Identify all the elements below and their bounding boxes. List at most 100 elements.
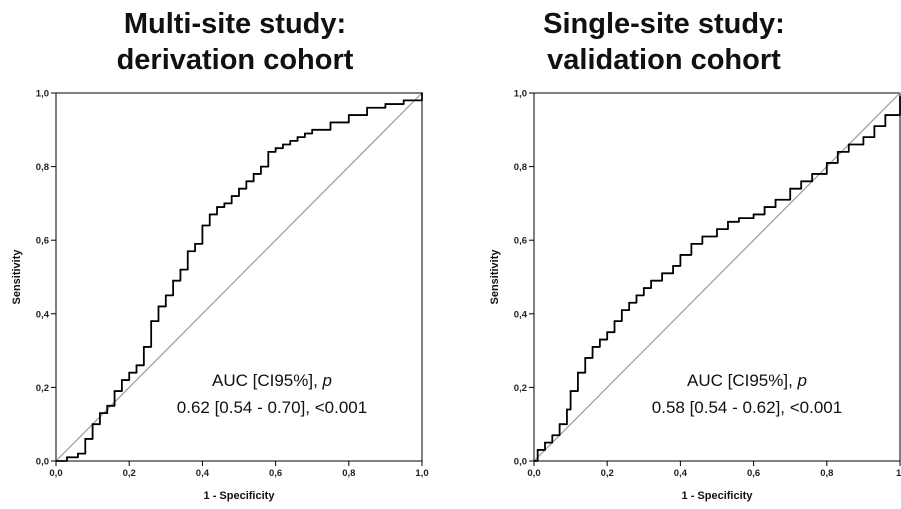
x-tick-label: 0,2: [601, 468, 614, 479]
roc-point: [223, 202, 226, 205]
roc-point: [558, 423, 561, 426]
roc-point: [366, 106, 368, 109]
roc-point: [789, 187, 792, 190]
chart-title-line-1: Single-site study:: [543, 8, 785, 40]
roc-point: [402, 99, 405, 102]
y-axis-label: Sensitivity: [11, 249, 23, 305]
roc-point: [55, 460, 57, 462]
auc-annotation-values: 0.62 [0.54 - 0.70], <0.001: [177, 398, 367, 417]
x-tick-label: 0,6: [747, 468, 760, 479]
y-tick-label: 0,4: [36, 309, 50, 320]
y-tick-label: 0,0: [36, 457, 49, 468]
roc-point: [150, 320, 153, 323]
roc-point: [650, 279, 653, 282]
x-tick-label: 1,0: [415, 468, 428, 479]
roc-point: [774, 198, 777, 201]
reference-line: [55, 92, 423, 462]
roc-point: [727, 220, 729, 223]
roc-point: [763, 206, 766, 208]
roc-point: [836, 150, 839, 153]
x-tick-label: 1,: [896, 468, 901, 479]
roc-point: [873, 125, 876, 128]
roc-point: [274, 147, 277, 150]
roc-point: [252, 173, 255, 175]
roc-point: [566, 408, 568, 411]
roc-point: [260, 165, 262, 168]
roc-point: [135, 364, 138, 367]
roc-point: [128, 371, 131, 374]
roc-point: [216, 206, 218, 208]
y-tick-label: 0,8: [36, 162, 49, 173]
roc-point: [825, 162, 828, 164]
roc-panel-validation: Single-site study: validation cohort 0,0…: [451, 0, 901, 509]
roc-point: [642, 287, 645, 289]
chart-title: Single-site study: validation cohort: [429, 6, 899, 78]
roc-point: [738, 217, 740, 220]
roc-point: [164, 294, 167, 297]
roc-point: [752, 213, 755, 216]
roc-point: [296, 136, 299, 139]
roc-point: [862, 136, 865, 139]
y-tick-label: 0,2: [514, 383, 527, 394]
y-tick-label: 0,6: [514, 236, 527, 247]
roc-point: [347, 114, 350, 116]
roc-panel-derivation: Multi-site study: derivation cohort 0,0 0…: [0, 0, 450, 509]
roc-point: [584, 357, 587, 359]
roc-point: [899, 95, 901, 98]
y-axis-label: Sensitivity: [489, 249, 501, 305]
roc-point: [628, 301, 631, 304]
roc-point: [120, 379, 123, 381]
roc-point: [716, 228, 718, 231]
x-tick-label: 0,2: [123, 468, 136, 479]
roc-chart-validation: 0,0 0,2 0,4 0,6 0,8 1, 0,0 0,2 0,4 0,6 0,8 1,0 1 - S…: [489, 89, 901, 503]
roc-point: [186, 250, 189, 253]
reference-line: [533, 92, 901, 462]
roc-point: [800, 180, 803, 183]
chart-title-line-2: derivation cohort: [116, 44, 354, 76]
roc-point: [91, 423, 94, 426]
roc-point: [421, 92, 423, 94]
roc-point: [620, 309, 623, 312]
roc-point: [289, 139, 292, 142]
x-tick-label: 0,8: [820, 468, 833, 479]
y-tick-label: 1,0: [36, 89, 49, 100]
chart-title-line-1: Multi-site study:: [123, 8, 347, 40]
p-symbol: p: [322, 371, 332, 390]
roc-point: [172, 279, 175, 282]
chart-title-line-2: validation cohort: [547, 44, 781, 76]
roc-point: [635, 294, 638, 297]
roc-point: [194, 242, 196, 245]
roc-point: [208, 213, 211, 216]
y-tick-label: 0,2: [36, 383, 49, 394]
roc-point: [577, 371, 579, 374]
roc-chart-derivation: 0,0 0,2 0,4 0,6 0,8 1,0 0,0 0,2 0,4 0,6 0,8 1,0 1 - …: [11, 89, 429, 503]
x-tick-label: 0,0: [527, 468, 540, 479]
roc-point: [99, 412, 101, 415]
roc-point: [384, 103, 387, 105]
roc-point: [690, 242, 693, 245]
roc-point: [311, 128, 314, 131]
y-tick-label: 0,6: [36, 236, 49, 247]
roc-point: [536, 449, 539, 451]
x-tick-label: 0,0: [49, 468, 62, 479]
plot-frame: [55, 92, 423, 462]
x-tick-label: 0,8: [342, 468, 355, 479]
roc-point: [613, 320, 616, 323]
roc-point: [282, 143, 284, 146]
roc-point: [533, 460, 535, 462]
roc-point: [230, 195, 233, 197]
roc-point: [679, 254, 682, 256]
x-tick-label: 0,4: [674, 468, 688, 479]
auc-header-text: AUC [CI95%],: [687, 371, 798, 390]
roc-point: [157, 305, 160, 308]
x-axis-label: 1 - Specificity: [682, 490, 754, 502]
roc-point: [544, 441, 546, 444]
auc-annotation-header: AUC [CI95%], p: [687, 371, 807, 390]
roc-point: [106, 404, 109, 407]
roc-point: [201, 224, 204, 227]
p-symbol: p: [797, 371, 807, 390]
auc-header-text: AUC [CI95%],: [212, 371, 323, 390]
roc-point: [113, 390, 116, 392]
y-tick-label: 0,8: [514, 162, 527, 173]
y-tick-label: 1,0: [514, 89, 527, 100]
